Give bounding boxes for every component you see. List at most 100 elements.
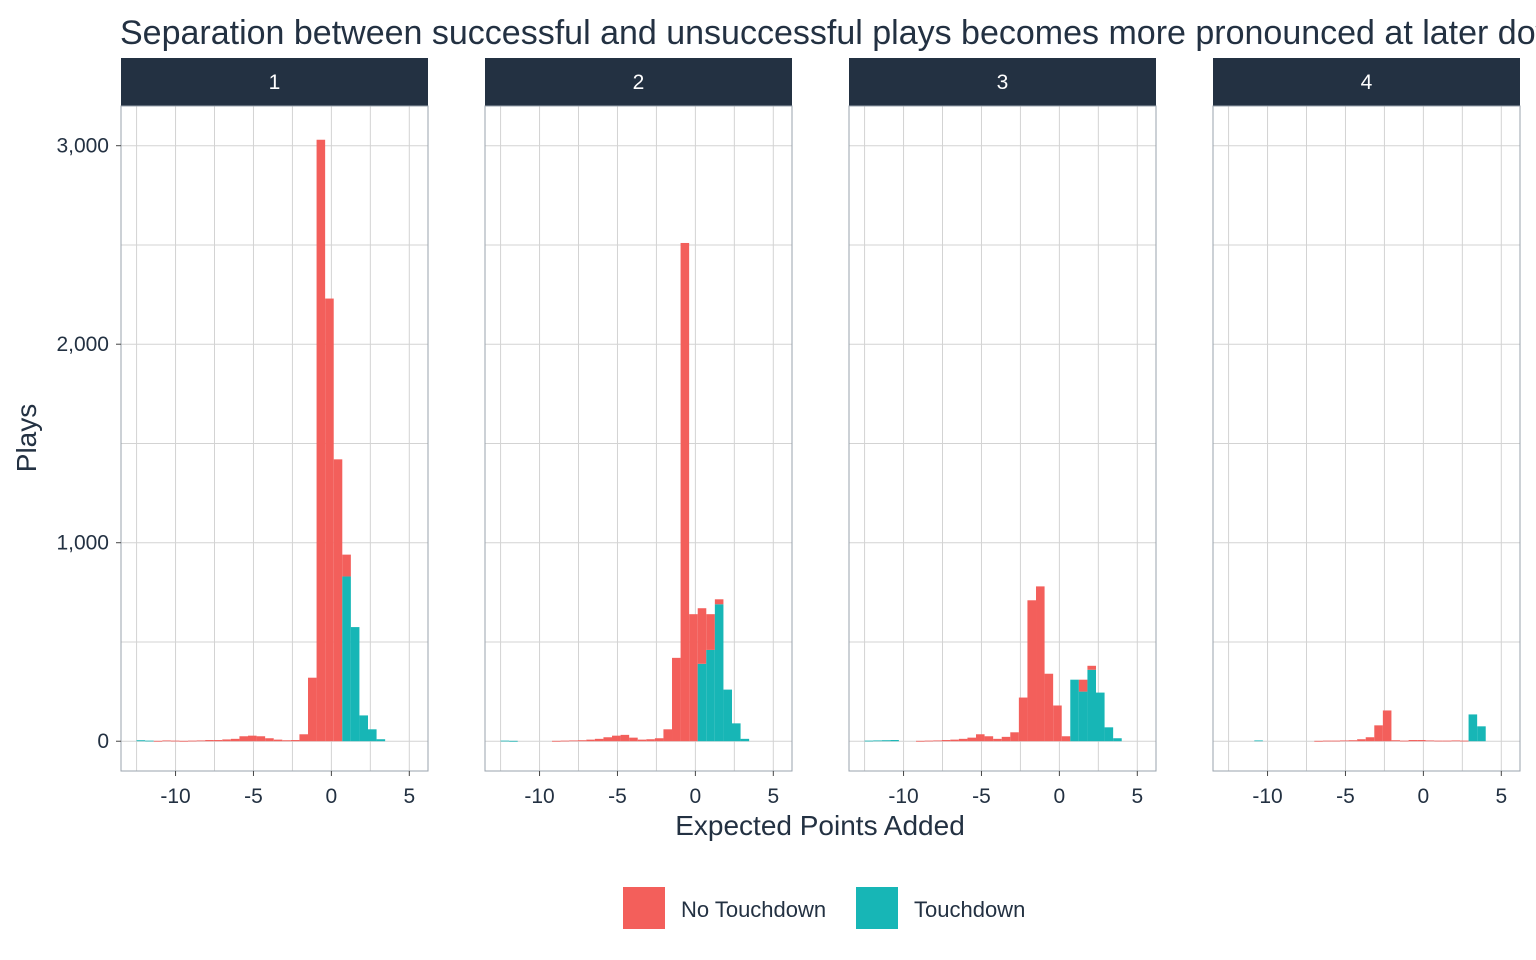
bar-no-touchdown [230,738,240,742]
facet-panels: 1 -10 -5 0 5 0 1,000 2,000 3,000 2 -10 -5 0 5 3 -10 -5 0 5… [56,58,1521,808]
bar-touchdown [1468,714,1478,742]
bar-no-touchdown [1314,740,1323,742]
facet-strip-label: 4 [1361,71,1373,94]
bar-no-touchdown [1044,673,1054,742]
bar-no-touchdown [967,737,977,742]
bar-touchdown [136,740,146,742]
histogram-bars [864,586,1122,742]
panel-border [1212,105,1521,772]
facet-strip [1213,58,1520,106]
x-tick-label: -10 [524,785,554,808]
bar-no-touchdown [308,677,317,742]
bar-no-touchdown [560,740,570,742]
bar-touchdown [359,715,369,742]
facet-strip-label: 3 [997,71,1009,94]
x-tick-label: 5 [1131,785,1143,808]
bar-touchdown [376,739,386,742]
panel-border [120,105,429,772]
bar-touchdown [500,740,510,742]
x-tick-label: 5 [1495,785,1507,808]
bar-no-touchdown [1382,710,1392,742]
bar-no-touchdown [594,738,604,742]
bar-touchdown [723,689,733,742]
x-axis-ticks: -10 -5 0 5 [160,771,415,808]
bar-touchdown [1087,669,1097,742]
bar-no-touchdown [1036,586,1045,742]
bar-touchdown [1113,738,1122,742]
bar-no-touchdown [654,738,664,742]
bar-no-touchdown [299,734,309,742]
bar-no-touchdown [1374,725,1383,742]
bar-no-touchdown [239,736,249,742]
x-tick-label: -5 [608,785,627,808]
bar-no-touchdown [976,734,985,742]
bar-no-touchdown [188,740,197,742]
bar-touchdown [732,723,741,742]
bar-no-touchdown [950,739,959,742]
bar-no-touchdown [1061,736,1071,742]
x-tick-label: 0 [1418,785,1430,808]
x-tick-label: 0 [326,785,338,808]
bar-no-touchdown [924,740,934,742]
bar-no-touchdown [205,740,214,742]
facet-strip [849,58,1156,106]
bar-no-touchdown [916,740,925,742]
bar-touchdown [1104,727,1114,742]
bar-no-touchdown [333,459,343,742]
bar-touchdown [145,740,154,742]
bar-no-touchdown [1365,737,1375,742]
bar-touchdown [509,740,518,742]
legend-swatch [856,887,898,929]
legend: No Touchdown Touchdown [623,887,1025,929]
bar-no-touchdown [663,729,673,742]
bar-no-touchdown [1348,740,1358,742]
histogram-bars [1254,710,1486,742]
bar-no-touchdown [282,740,291,742]
bar-no-touchdown [1408,740,1418,742]
x-tick-label: -5 [1336,785,1355,808]
bar-no-touchdown [1018,697,1028,742]
grid-lines [121,106,428,771]
legend-item-touchdown: Touchdown [856,887,1025,929]
bar-no-touchdown [706,614,715,650]
bar-touchdown [706,649,715,742]
bar-touchdown [1477,726,1486,742]
bar-no-touchdown [993,738,1002,742]
bar-no-touchdown [697,608,707,664]
bar-no-touchdown [984,736,994,742]
legend-label: No Touchdown [681,897,826,922]
panel-border [484,105,793,772]
bar-touchdown [1078,691,1088,742]
bar-no-touchdown [222,739,231,742]
facet-strip [121,58,428,106]
bar-no-touchdown [612,735,621,742]
bar-touchdown [864,740,874,742]
legend-label: Touchdown [914,897,1025,922]
bar-no-touchdown [325,298,334,742]
bar-no-touchdown [1340,740,1349,742]
bar-no-touchdown [162,740,171,742]
x-tick-label: -10 [160,785,190,808]
bar-no-touchdown [1001,736,1011,742]
histogram-bars [136,139,386,742]
y-tick-label: 2,000 [56,333,109,356]
legend-swatch [623,887,665,929]
bar-touchdown [342,576,351,742]
x-tick-label: 0 [690,785,702,808]
grid-lines [849,106,1156,771]
x-axis-ticks: -10 -5 0 5 [1252,771,1507,808]
bar-no-touchdown [1010,732,1019,742]
bar-no-touchdown [714,599,724,605]
bar-no-touchdown [1391,740,1401,742]
bar-touchdown [881,740,891,742]
bar-touchdown [1254,740,1263,742]
facet-strip [485,58,792,106]
panel-border [848,105,1157,772]
bar-no-touchdown [1451,740,1461,742]
facet-panel-4: 4 -10 -5 0 5 [1212,58,1521,808]
bar-no-touchdown [577,740,587,742]
bar-no-touchdown [1357,739,1366,742]
x-tick-label: -5 [244,785,263,808]
bar-no-touchdown [179,740,189,742]
